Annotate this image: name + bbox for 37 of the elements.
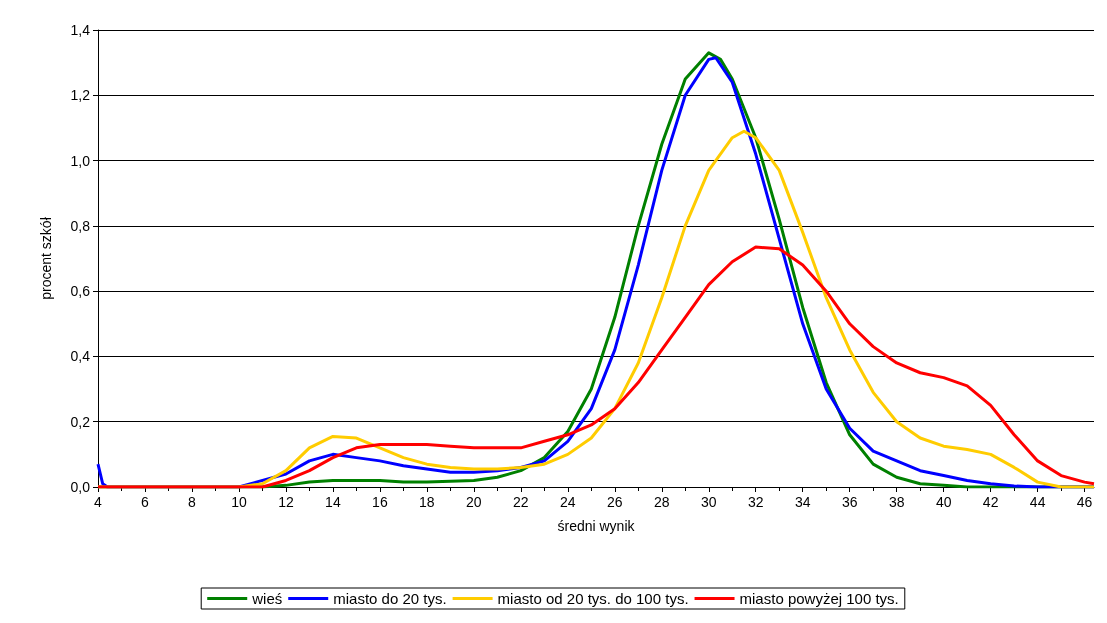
y-tick-label: 0,6 — [70, 283, 91, 300]
x-tick-label: 46 — [1076, 494, 1093, 510]
x-tick-label: 6 — [141, 494, 150, 510]
x-tick-label: 14 — [325, 494, 341, 510]
x-tick-label: 8 — [188, 494, 197, 510]
x-tick-label: 30 — [700, 494, 717, 510]
x-tick-label: 12 — [278, 494, 294, 510]
y-tick-label: 0,4 — [70, 348, 91, 365]
x-tick-label: 16 — [372, 494, 388, 510]
x-tick-label: 32 — [747, 494, 764, 510]
x-tick-label: 36 — [841, 494, 858, 510]
y-tick-label: 0,2 — [70, 413, 91, 430]
x-tick-label: 20 — [466, 494, 482, 510]
y-tick-label: 1,4 — [70, 22, 91, 38]
x-tick-label: 44 — [1029, 494, 1046, 510]
legend-label: miasto do 20 tys. — [333, 590, 447, 607]
line-series — [96, 245, 1096, 489]
legend-label: miasto powyżej 100 tys. — [739, 590, 899, 607]
y-tick-label: 1,2 — [70, 87, 91, 104]
x-tick-label: 18 — [419, 494, 435, 510]
y-tick-label: 1,0 — [70, 152, 91, 169]
legend-label: miasto od 20 tys. do 100 tys. — [497, 590, 689, 607]
x-tick-label: 4 — [94, 494, 103, 510]
x-tick-label: 22 — [513, 494, 529, 510]
y-tick-label: 0,0 — [70, 479, 91, 495]
x-tick-label: 34 — [794, 494, 811, 510]
x-tick-label: 28 — [653, 494, 670, 510]
x-tick-label: 10 — [231, 494, 247, 510]
x-axis-title: średni wynik — [557, 518, 636, 534]
legend-label: wieś — [251, 590, 283, 607]
x-tick-label: 38 — [888, 494, 905, 510]
y-tick-label: 0,8 — [70, 217, 91, 234]
x-tick-label: 42 — [982, 494, 999, 510]
y-axis-title: procent szkół — [38, 216, 54, 300]
x-tick-label: 40 — [935, 494, 952, 510]
x-tick-label: 24 — [560, 494, 576, 510]
x-tick-label: 26 — [607, 494, 623, 510]
